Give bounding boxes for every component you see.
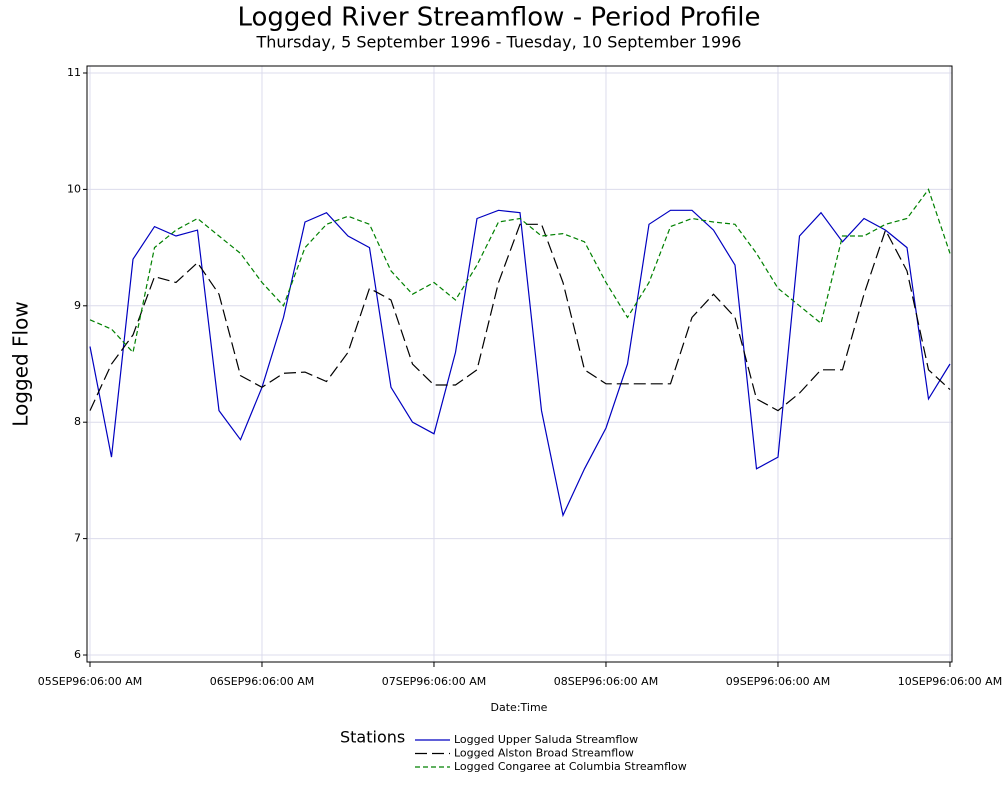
y-tick-label: 10	[67, 182, 81, 195]
x-tick-label: 05SEP96:06:00 AM	[38, 675, 142, 688]
legend-label: Logged Upper Saluda Streamflow	[454, 733, 638, 746]
chart-title: Logged River Streamflow - Period Profile	[237, 3, 760, 33]
y-tick-label: 6	[74, 648, 81, 661]
legend-label: Logged Congaree at Columbia Streamflow	[454, 760, 687, 773]
x-tick-label: 09SEP96:06:00 AM	[726, 675, 830, 688]
x-axis-label: Date:Time	[491, 701, 548, 714]
x-tick-label: 07SEP96:06:00 AM	[382, 675, 486, 688]
legend-label: Logged Alston Broad Streamflow	[454, 747, 634, 760]
x-tick-label: 06SEP96:06:00 AM	[210, 675, 314, 688]
legend-title: Stations	[340, 728, 405, 747]
y-tick-label: 7	[74, 532, 81, 545]
chart-subtitle: Thursday, 5 September 1996 - Tuesday, 10…	[256, 33, 742, 52]
x-tick-label: 10SEP96:06:00 AM	[898, 675, 1002, 688]
y-tick-label: 9	[74, 299, 81, 312]
y-tick-label: 11	[67, 66, 81, 79]
y-axis-label: Logged Flow	[9, 301, 33, 426]
x-tick-label: 08SEP96:06:00 AM	[554, 675, 658, 688]
y-tick-label: 8	[74, 415, 81, 428]
